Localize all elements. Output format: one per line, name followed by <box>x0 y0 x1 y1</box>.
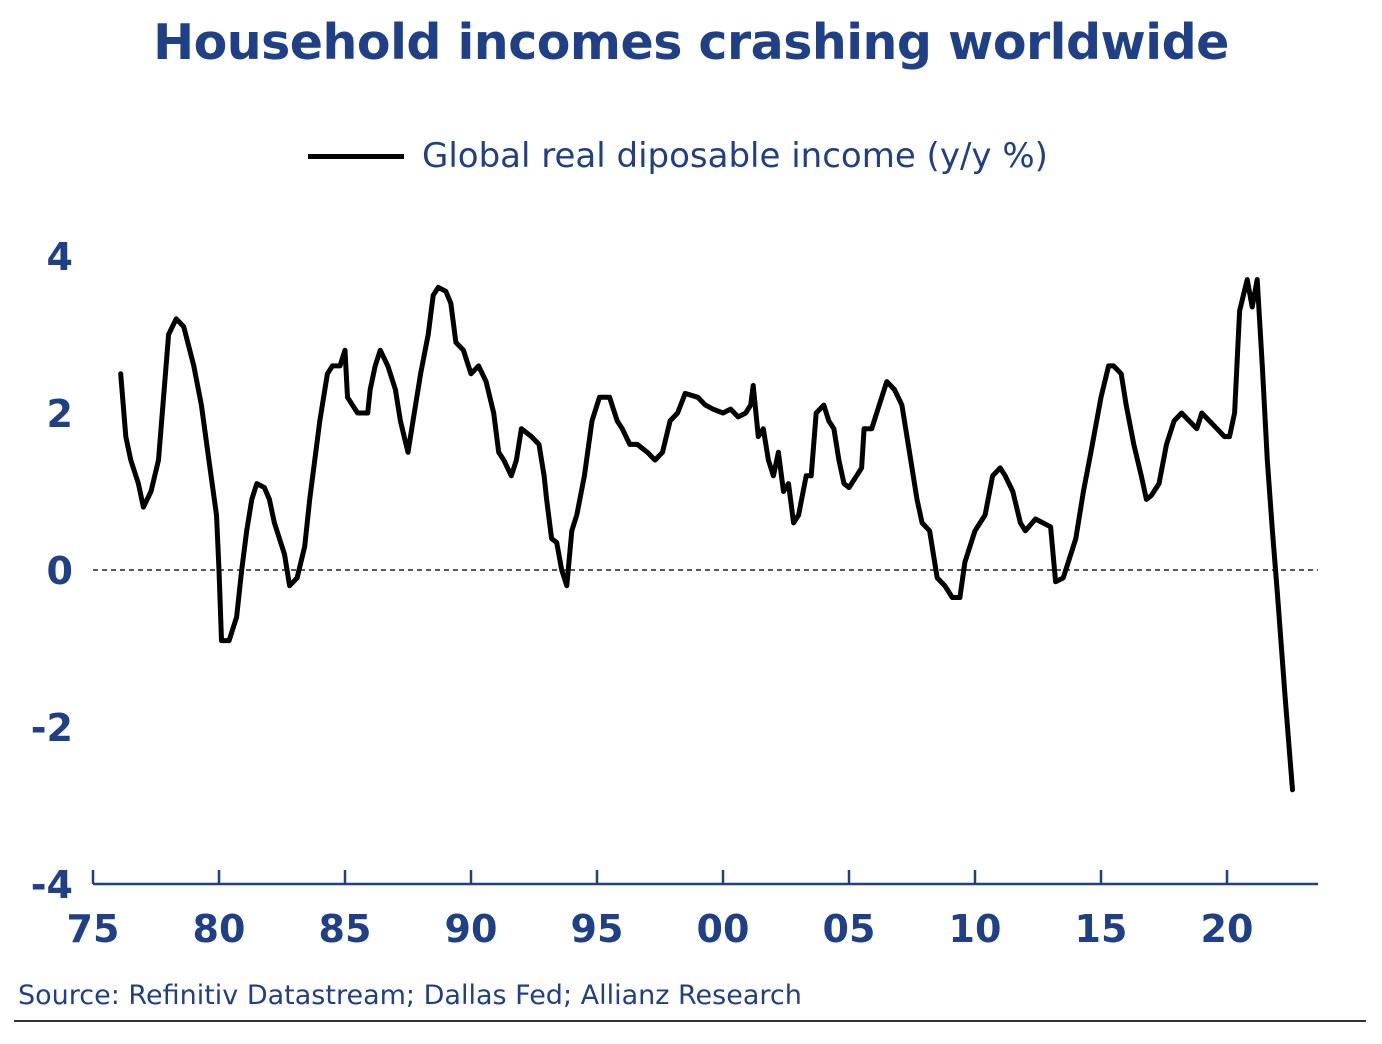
x-tick-label: 15 <box>1075 907 1128 951</box>
x-tick-label: 00 <box>697 907 750 951</box>
x-tick-label: 05 <box>823 907 876 951</box>
chart-legend: Global real diposable income (y/y %) <box>308 134 1048 178</box>
x-axis-ticks: 75 80 85 90 95 00 05 10 15 20 <box>67 870 1254 951</box>
y-tick-label: -2 <box>31 706 73 750</box>
x-tick-label: 20 <box>1201 907 1254 951</box>
y-axis-ticks: -4 -2 0 2 4 <box>31 235 73 907</box>
source-note: Source: Refinitiv Datastream; Dallas Fed… <box>18 980 802 1011</box>
x-tick-label: 75 <box>67 907 120 951</box>
x-tick-label: 10 <box>949 907 1002 951</box>
y-tick-label: 4 <box>47 235 73 279</box>
x-tick-label: 85 <box>319 907 372 951</box>
legend-line-swatch <box>308 153 404 159</box>
x-tick-label: 80 <box>193 907 246 951</box>
legend-label: Global real diposable income (y/y %) <box>422 136 1048 176</box>
x-tick-label: 90 <box>445 907 498 951</box>
y-tick-label: 2 <box>47 392 73 436</box>
series-line-global-real-disposable-income <box>118 277 1295 793</box>
y-tick-label: -4 <box>31 863 73 907</box>
y-tick-label: 0 <box>47 549 73 593</box>
x-tick-label: 95 <box>571 907 624 951</box>
chart-title: Household incomes crashing worldwide <box>153 14 1229 71</box>
source-divider <box>14 1020 1366 1022</box>
